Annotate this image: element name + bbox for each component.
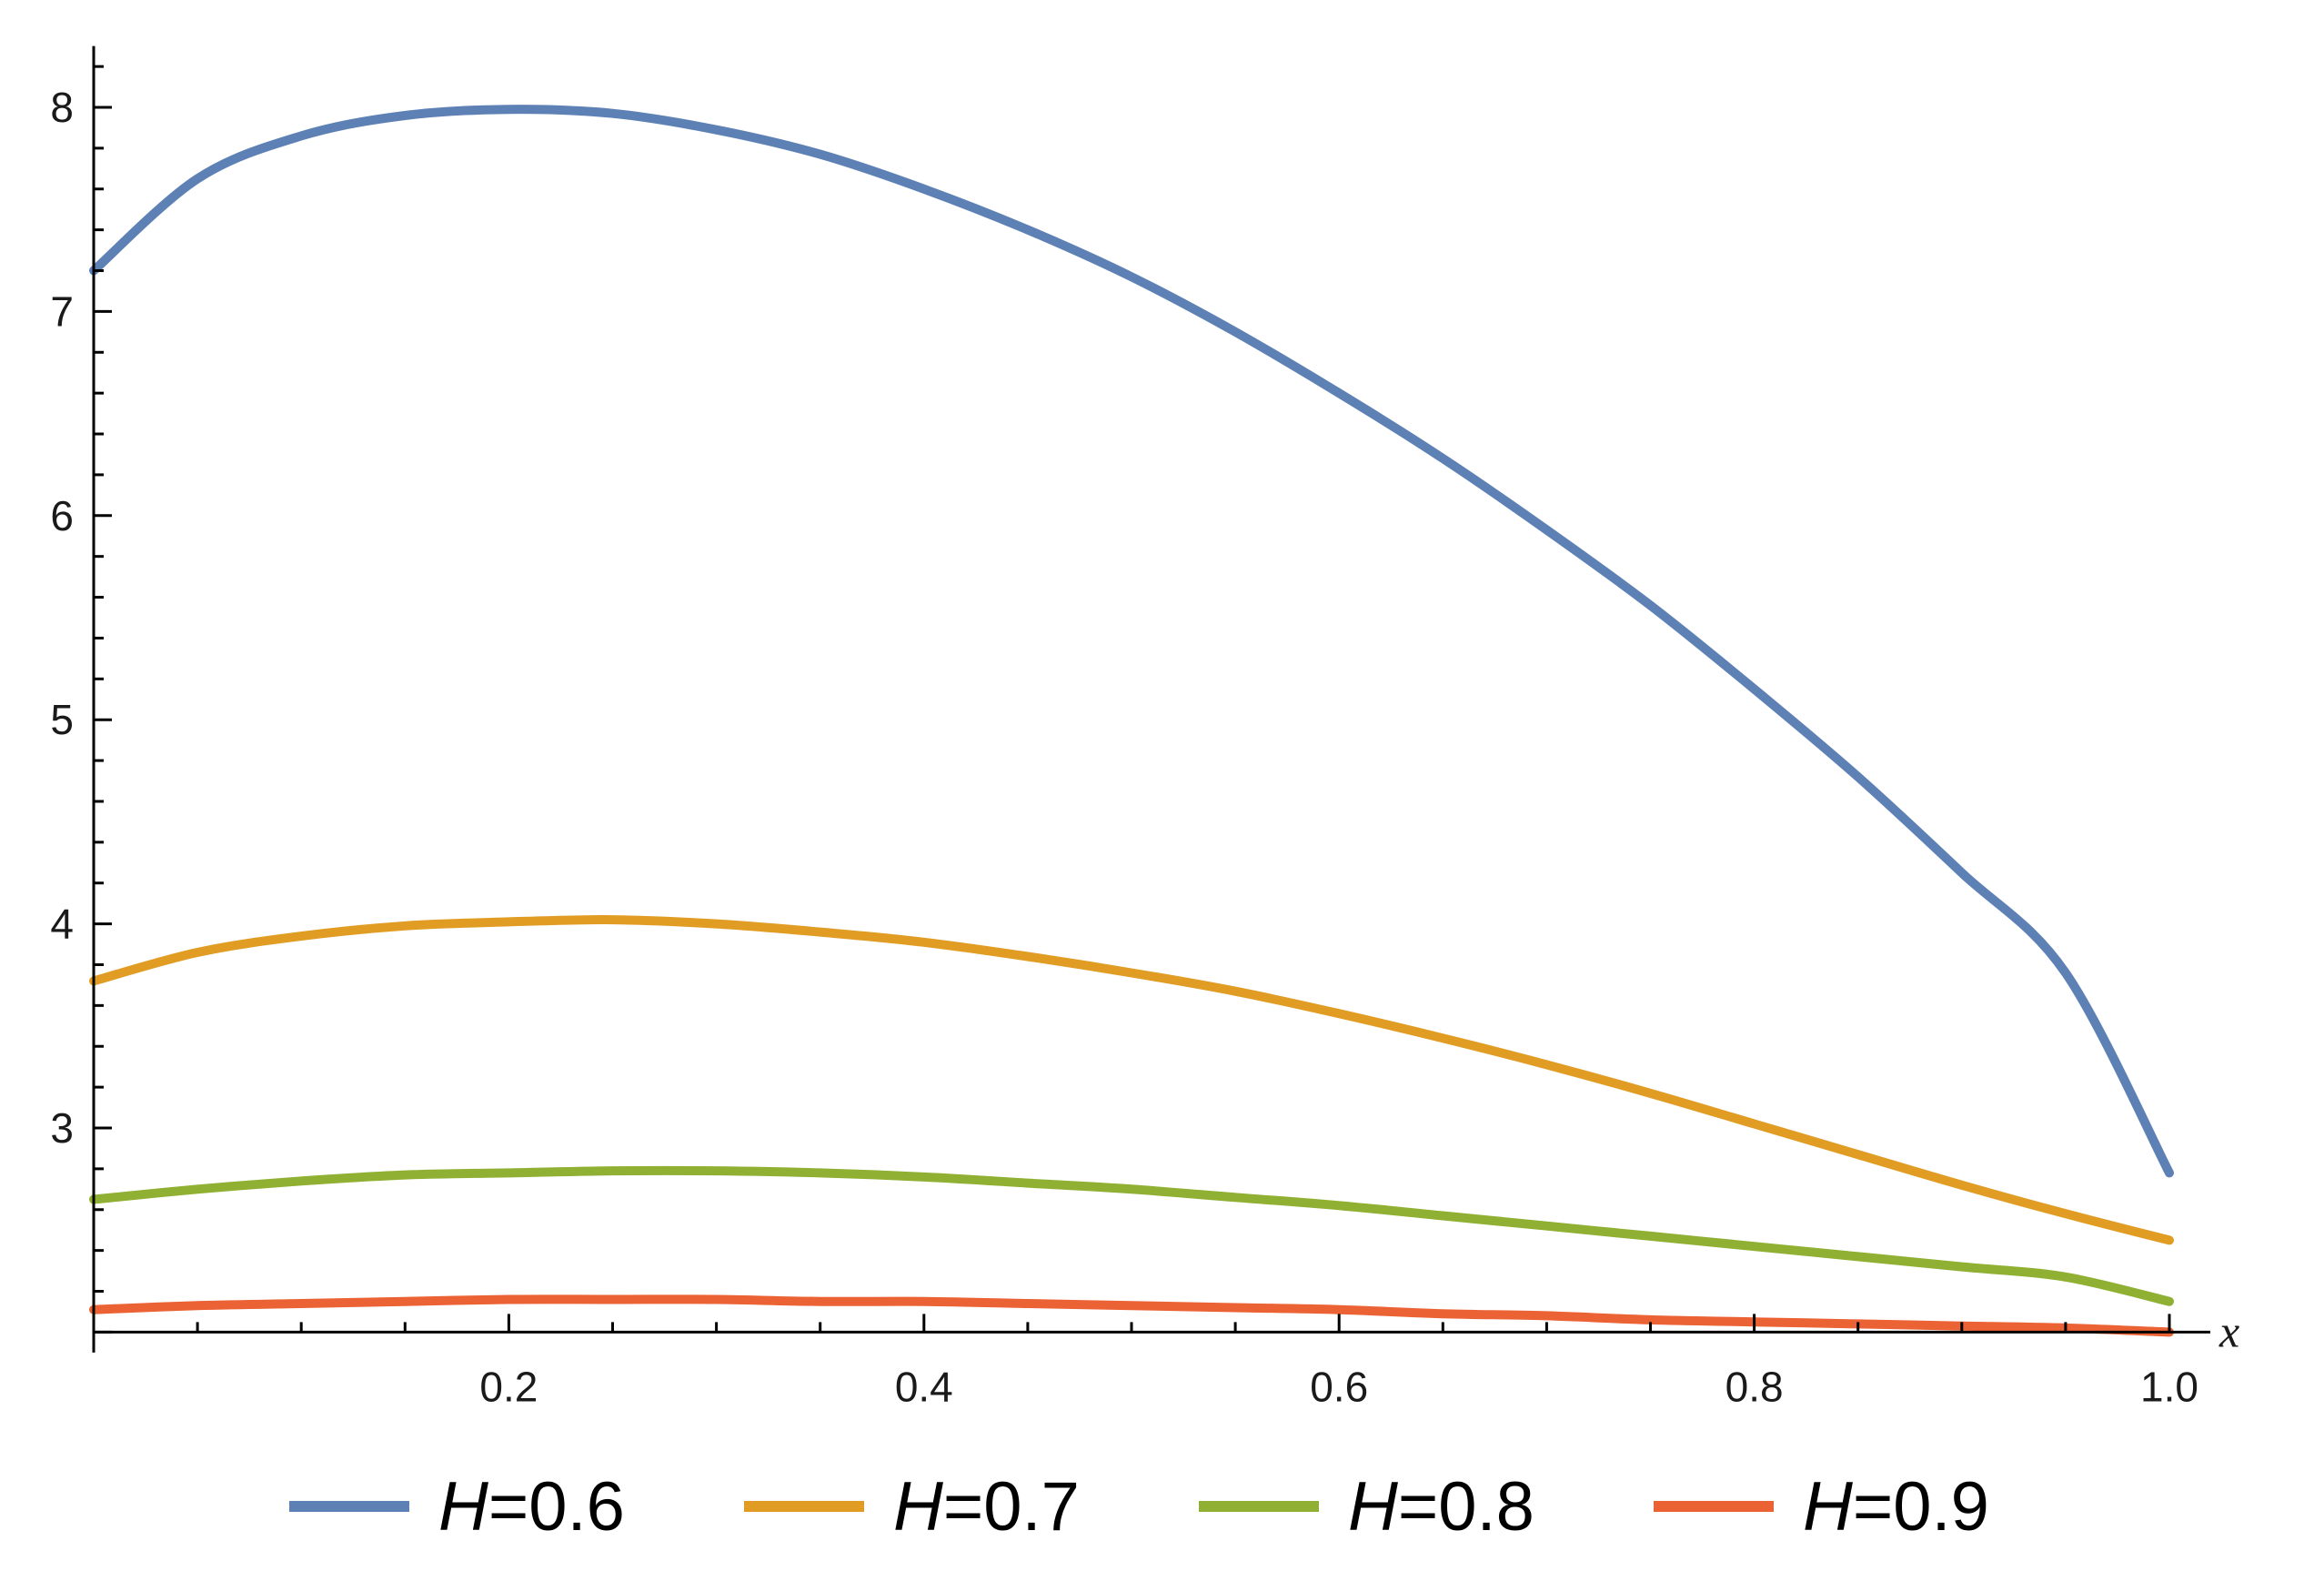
series-group xyxy=(89,105,2174,1337)
legend-item-2: H=0.7 xyxy=(744,1468,1080,1546)
y-tick-label: 5 xyxy=(50,696,74,743)
x-tick-label: 1.0 xyxy=(2140,1363,2198,1410)
legend-item-3: H=0.8 xyxy=(1199,1468,1534,1546)
legend-label: H=0.9 xyxy=(1803,1468,1989,1546)
series-line-1 xyxy=(89,105,2174,1178)
series-line-4 xyxy=(89,1294,2174,1337)
y-tick-label: 3 xyxy=(50,1104,74,1152)
x-tick-label: 0.8 xyxy=(1725,1363,1784,1410)
x-tick-label: 0.6 xyxy=(1310,1363,1368,1410)
y-tick-label: 7 xyxy=(50,287,74,335)
legend-label: H=0.6 xyxy=(438,1468,625,1546)
axes-group: 3 4 5 6 7 8 0.2 0.4 0.6 0.8 1.0 x xyxy=(50,45,2239,1410)
x-ticks-group: 0.2 0.4 0.6 0.8 1.0 xyxy=(196,1314,2198,1410)
series-line-2 xyxy=(89,915,2174,1245)
legend-label: H=0.7 xyxy=(893,1468,1080,1546)
series-line-3 xyxy=(89,1165,2174,1306)
x-tick-label: 0.2 xyxy=(479,1363,538,1410)
x-axis-label: x xyxy=(2218,1305,2239,1356)
legend-item-1: H=0.6 xyxy=(289,1468,625,1546)
x-tick-label: 0.4 xyxy=(895,1363,953,1410)
legend: H=0.6 H=0.7 H=0.8 H=0.9 xyxy=(289,1468,1989,1546)
y-tick-label: 4 xyxy=(50,901,74,948)
y-ticks-group: 3 4 5 6 7 8 xyxy=(50,65,112,1334)
y-tick-label: 8 xyxy=(50,84,74,131)
y-tick-label: 6 xyxy=(50,492,74,539)
legend-item-4: H=0.9 xyxy=(1654,1468,1989,1546)
legend-label: H=0.8 xyxy=(1348,1468,1534,1546)
